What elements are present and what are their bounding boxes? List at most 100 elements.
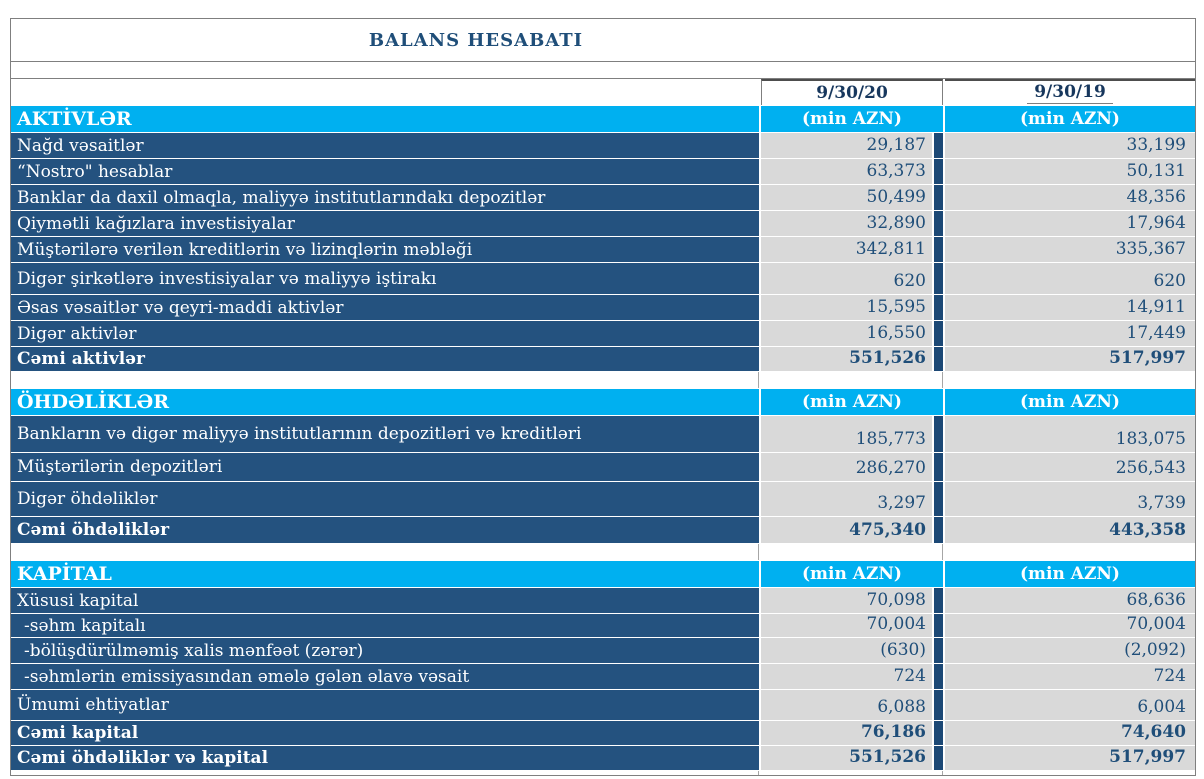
column-separator [934,482,943,516]
section-header-row: AKTİVLƏR (min AZN) (min AZN) [11,106,1195,132]
value-col-2020: 475,340 [761,517,932,543]
table-row: Cəmi aktivlər 551,526 517,997 [11,347,1195,371]
column-separator [934,185,943,210]
section-heading: AKTİVLƏR [11,106,759,132]
table-row: Bankların və digər maliyyə institutların… [11,416,1195,452]
value-col-2019: 17,964 [945,211,1195,236]
table-row: Digər öhdəliklər 3,297 3,739 [11,482,1195,516]
value-col-2019: 68,636 [945,588,1195,613]
row-label: Qiymətli kağızlara investisiyalar [11,211,759,236]
value-col-2019: 48,356 [945,185,1195,210]
table-row: -səhmlərin emissiyasından əmələ gələn əl… [11,664,1195,689]
unit-label: (min AZN) [945,389,1195,415]
row-label: Bankların və digər maliyyə institutların… [11,416,759,452]
unit-label: (min AZN) [761,561,943,587]
value-col-2019: 3,739 [945,482,1195,516]
value-col-2020: 15,595 [761,295,932,320]
row-label: Digər şirkətlərə investisiyalar və maliy… [11,263,759,294]
value-col-2019: 14,911 [945,295,1195,320]
gap-cell [761,372,943,388]
column-separator [934,159,943,184]
row-label: Banklar da daxil olmaqla, maliyyə instit… [11,185,759,210]
gap-cell [945,372,1195,388]
value-col-2020: 620 [761,263,932,294]
row-label: Əsas vəsaitlər və qeyri-maddi aktivlər [11,295,759,320]
gap-cell [945,771,1195,775]
row-label: Müştərilərin depozitləri [11,453,759,481]
row-label: Ümumi ehtiyatlar [11,690,759,720]
report-title-row: BALANS HESABATI [11,19,1195,62]
value-col-2019: 256,543 [945,453,1195,481]
column-separator [934,416,943,452]
section-heading: ÖHDƏLİKLƏR [11,389,759,415]
value-col-2020: 32,890 [761,211,932,236]
column-separator [934,746,943,770]
value-col-2019: 517,997 [945,746,1195,770]
column-separator [934,664,943,689]
column-separator [934,263,943,294]
gap-cell [945,544,1195,560]
row-label: Cəmi öhdəliklər [11,517,759,543]
row-label: Xüsusi kapital [11,588,759,613]
table-body: AKTİVLƏR (min AZN) (min AZN) Nağd vəsaitlər… [11,106,1195,775]
column-separator [934,614,943,637]
bottom-edge-row [11,771,1195,775]
row-label: “Nostro" hesablar [11,159,759,184]
column-separator [934,588,943,613]
value-col-2020: 286,270 [761,453,932,481]
value-col-2019: 33,199 [945,133,1195,158]
unit-label: (min AZN) [761,389,943,415]
table-row: Cəmi kapital 76,186 74,640 [11,721,1195,745]
value-col-2020: 3,297 [761,482,932,516]
column-separator [934,347,943,371]
balance-sheet: BALANS HESABATI 9/30/20 9/30/19 AKTİVLƏR… [10,18,1196,776]
row-label: Cəmi öhdəliklər və kapital [11,746,759,770]
table-row: -bölüşdürülməmiş xalis mənfəət (zərər) (6… [11,638,1195,663]
column-separator [934,295,943,320]
section-heading: KAPİTAL [11,561,759,587]
table-row: Digər aktivlər 16,550 17,449 [11,321,1195,346]
date-header-spacer [11,79,759,105]
value-col-2019: 183,075 [945,416,1195,452]
row-label: Cəmi aktivlər [11,347,759,371]
page-title: BALANS HESABATI [368,29,584,51]
table-row: Müştərilərə verilən kreditlərin və lizin… [11,237,1195,262]
value-col-2019: 724 [945,664,1195,689]
column-separator [934,321,943,346]
column-separator [934,638,943,663]
value-col-2020: 724 [761,664,932,689]
table-row: Cəmi öhdəliklər və kapital 551,526 517,997 [11,746,1195,770]
value-col-2019: (2,092) [945,638,1195,663]
table-row: Əsas vəsaitlər və qeyri-maddi aktivlər 15… [11,295,1195,320]
unit-label: (min AZN) [945,106,1195,132]
date-2020-label: 9/30/20 [816,83,888,103]
value-col-2019: 620 [945,263,1195,294]
table-row: Banklar da daxil olmaqla, maliyyə instit… [11,185,1195,210]
section-gap-row [11,372,1195,388]
row-label: Nağd vəsaitlər [11,133,759,158]
value-col-2019: 335,367 [945,237,1195,262]
value-col-2019: 443,358 [945,517,1195,543]
column-separator [934,721,943,745]
gap-cell [11,771,759,775]
gap-cell [761,771,943,775]
value-col-2020: 63,373 [761,159,932,184]
unit-label: (min AZN) [945,561,1195,587]
value-col-2020: 551,526 [761,746,932,770]
row-label: -bölüşdürülməmiş xalis mənfəət (zərər) [11,638,759,663]
table-row: “Nostro" hesablar 63,373 50,131 [11,159,1195,184]
table-row: Qiymətli kağızlara investisiyalar 32,890 1… [11,211,1195,236]
row-label: Cəmi kapital [11,721,759,745]
column-separator [934,211,943,236]
value-col-2019: 17,449 [945,321,1195,346]
row-label: Digər öhdəliklər [11,482,759,516]
value-col-2020: 551,526 [761,347,932,371]
row-label: Digər aktivlər [11,321,759,346]
column-separator [934,133,943,158]
table-row: Digər şirkətlərə investisiyalar və maliy… [11,263,1195,294]
column-separator [934,690,943,720]
column-separator [934,237,943,262]
table-row: -səhm kapitalı 70,004 70,004 [11,614,1195,637]
value-col-2020: 70,098 [761,588,932,613]
table-row: Cəmi öhdəliklər 475,340 443,358 [11,517,1195,543]
